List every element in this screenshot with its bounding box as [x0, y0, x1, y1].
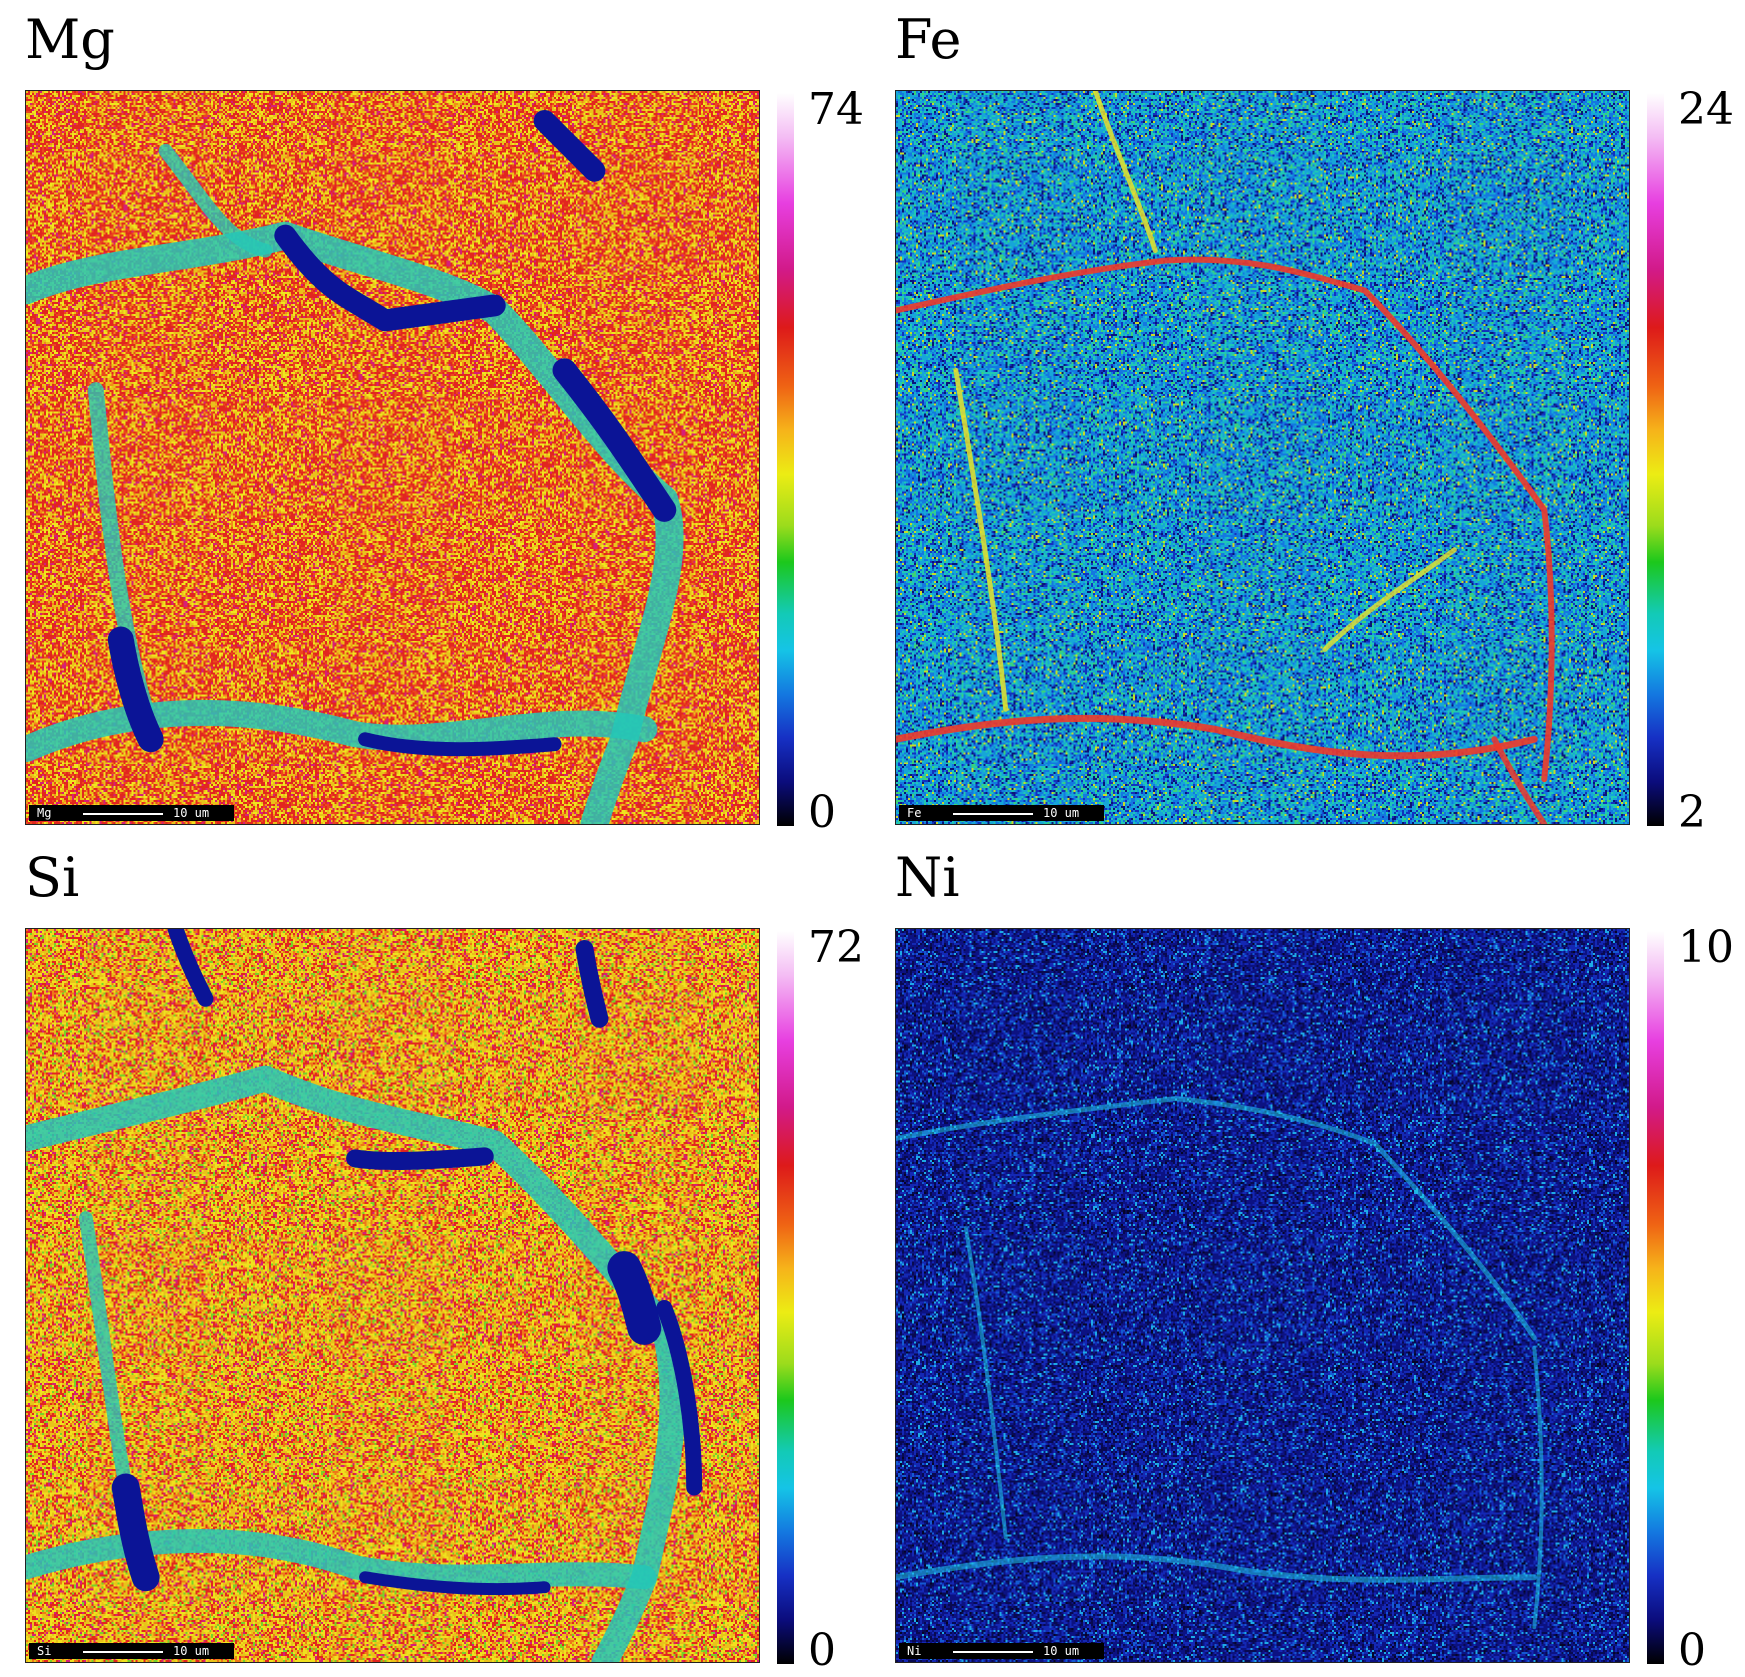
panel-si: Si Si 10 um 72 0: [0, 838, 870, 1676]
panel-fe: Fe Fe 10 um 24 2: [870, 0, 1740, 838]
colorbar-max-label: 24: [1678, 84, 1734, 135]
panel-mg: Mg Mg 10 um 74 0: [0, 0, 870, 838]
scale-bar: Si 10 um: [29, 1643, 234, 1659]
colorbar: [777, 931, 794, 1664]
colorbar: [1647, 93, 1664, 826]
panel-ni: Ni Ni 10 um 10 0: [870, 838, 1740, 1676]
panel-title: Si: [25, 846, 80, 909]
panel-title: Fe: [895, 8, 962, 71]
colorbar-min-label: 2: [1678, 787, 1706, 838]
element-map-mg: Mg 10 um: [25, 90, 760, 825]
element-map-si: Si 10 um: [25, 928, 760, 1663]
colorbar-max-label: 72: [808, 922, 864, 973]
element-map-fe: Fe 10 um: [895, 90, 1630, 825]
scale-bar: Fe 10 um: [899, 805, 1104, 821]
vein-overlay: [896, 1096, 1544, 1630]
colorbar-min-label: 0: [1678, 1625, 1706, 1676]
vein-overlay: [26, 929, 703, 1662]
colorbar-max-label: 10: [1678, 922, 1734, 973]
vein-overlay: [26, 109, 684, 824]
colorbar-min-label: 0: [808, 787, 836, 838]
colorbar: [1647, 931, 1664, 1664]
scale-bar: Ni 10 um: [899, 1643, 1104, 1659]
colorbar-max-label: 74: [808, 84, 864, 135]
colorbar: [777, 93, 794, 826]
scale-bar: Mg 10 um: [29, 805, 234, 821]
panel-title: Ni: [895, 846, 960, 909]
element-map-ni: Ni 10 um: [895, 928, 1630, 1663]
colorbar-min-label: 0: [808, 1625, 836, 1676]
vein-overlay: [896, 91, 1555, 824]
panel-title: Mg: [25, 8, 115, 71]
